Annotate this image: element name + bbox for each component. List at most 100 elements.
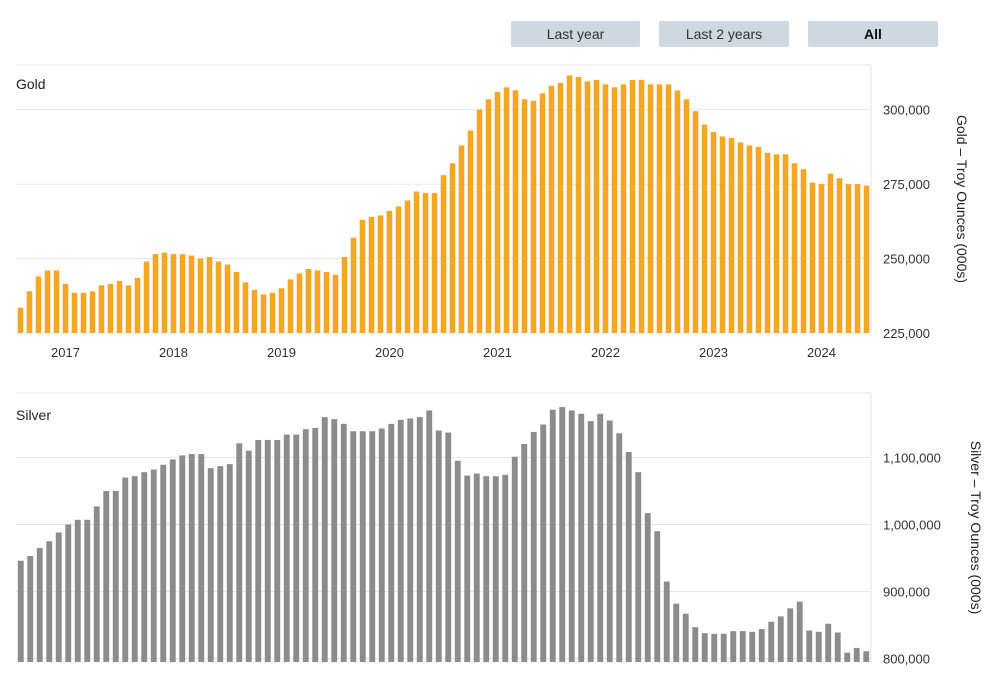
silver-bar[interactable] <box>84 519 91 662</box>
gold-bar[interactable] <box>350 237 357 333</box>
gold-bar[interactable] <box>332 274 339 333</box>
gold-bar[interactable] <box>566 75 573 334</box>
silver-bar[interactable] <box>378 428 385 662</box>
gold-bar[interactable] <box>737 142 744 333</box>
gold-bar[interactable] <box>71 292 78 333</box>
silver-bar[interactable] <box>549 409 556 662</box>
silver-bar[interactable] <box>730 631 737 662</box>
gold-bar[interactable] <box>260 294 267 333</box>
gold-bar[interactable] <box>503 87 510 333</box>
gold-bar[interactable] <box>251 289 258 333</box>
silver-bar[interactable] <box>283 434 290 662</box>
gold-bar[interactable] <box>377 215 384 333</box>
silver-bar[interactable] <box>312 427 319 662</box>
gold-bar[interactable] <box>179 254 186 333</box>
silver-bar[interactable] <box>540 424 547 662</box>
gold-bar[interactable] <box>44 270 51 333</box>
gold-bar[interactable] <box>854 184 861 333</box>
gold-bar[interactable] <box>323 271 330 333</box>
silver-bar[interactable] <box>825 623 832 662</box>
gold-bar[interactable] <box>26 291 33 333</box>
silver-bar[interactable] <box>36 547 43 662</box>
gold-bar[interactable] <box>449 163 456 333</box>
gold-bar[interactable] <box>539 93 546 333</box>
silver-bar[interactable] <box>682 613 689 662</box>
silver-bar[interactable] <box>768 621 775 662</box>
gold-bar[interactable] <box>530 100 537 333</box>
gold-bar[interactable] <box>413 191 420 333</box>
gold-bar[interactable] <box>809 182 816 333</box>
gold-bar[interactable] <box>674 90 681 333</box>
silver-bar[interactable] <box>521 443 528 662</box>
silver-bar[interactable] <box>407 418 414 662</box>
gold-bar[interactable] <box>107 283 114 333</box>
silver-bar[interactable] <box>274 439 281 662</box>
silver-bar[interactable] <box>445 432 452 662</box>
silver-bar[interactable] <box>635 472 642 662</box>
gold-bar[interactable] <box>494 91 501 333</box>
gold-bar[interactable] <box>800 169 807 333</box>
gold-bar[interactable] <box>305 268 312 333</box>
silver-bar[interactable] <box>236 443 243 662</box>
silver-bar[interactable] <box>844 652 851 662</box>
silver-bar[interactable] <box>435 430 442 662</box>
gold-bar[interactable] <box>17 307 24 333</box>
silver-bar[interactable] <box>255 439 262 662</box>
silver-bar[interactable] <box>749 631 756 662</box>
silver-bar[interactable] <box>340 423 347 662</box>
silver-bar[interactable] <box>217 466 224 662</box>
last-year-button[interactable]: Last year <box>511 21 640 47</box>
gold-bar[interactable] <box>593 79 600 333</box>
gold-bar[interactable] <box>557 82 564 334</box>
silver-bar[interactable] <box>55 532 62 662</box>
silver-bar[interactable] <box>654 531 661 662</box>
silver-bar[interactable] <box>122 477 129 662</box>
gold-bar[interactable] <box>161 252 168 333</box>
gold-bar[interactable] <box>242 282 249 333</box>
gold-bar[interactable] <box>845 184 852 333</box>
gold-bar[interactable] <box>62 283 69 333</box>
silver-bar[interactable] <box>473 473 480 663</box>
gold-bar[interactable] <box>863 185 870 333</box>
gold-bar[interactable] <box>341 257 348 333</box>
silver-bar[interactable] <box>17 560 24 662</box>
gold-bar[interactable] <box>89 291 96 333</box>
silver-bar[interactable] <box>578 413 585 662</box>
gold-bar[interactable] <box>629 79 636 333</box>
silver-bar[interactable] <box>739 631 746 662</box>
last-2-years-button[interactable]: Last 2 years <box>659 21 789 47</box>
gold-bar[interactable] <box>233 271 240 333</box>
gold-bar[interactable] <box>80 292 87 333</box>
gold-bar[interactable] <box>647 84 654 333</box>
silver-bar[interactable] <box>131 476 138 662</box>
silver-bar[interactable] <box>815 631 822 662</box>
silver-bar[interactable] <box>597 413 604 662</box>
gold-bar[interactable] <box>656 84 663 333</box>
silver-bar[interactable] <box>616 433 623 662</box>
silver-bar[interactable] <box>806 630 813 662</box>
silver-bar[interactable] <box>198 454 205 662</box>
silver-bar[interactable] <box>350 431 357 662</box>
silver-bar[interactable] <box>530 431 537 662</box>
silver-bar[interactable] <box>369 431 376 662</box>
gold-bar[interactable] <box>287 279 294 333</box>
silver-bar[interactable] <box>112 490 119 662</box>
gold-bar[interactable] <box>755 146 762 333</box>
silver-bar[interactable] <box>245 450 252 662</box>
silver-bar[interactable] <box>853 647 860 662</box>
silver-bar[interactable] <box>179 455 186 662</box>
silver-bar[interactable] <box>293 434 300 662</box>
gold-bar[interactable] <box>296 273 303 333</box>
silver-bar[interactable] <box>426 410 433 662</box>
gold-bar[interactable] <box>467 130 474 333</box>
gold-bar[interactable] <box>386 210 393 333</box>
silver-bar[interactable] <box>103 490 110 662</box>
silver-bar[interactable] <box>625 452 632 662</box>
silver-bar[interactable] <box>454 460 461 662</box>
gold-bar[interactable] <box>746 145 753 333</box>
silver-bar[interactable] <box>559 407 566 662</box>
gold-bar[interactable] <box>476 109 483 333</box>
silver-bar[interactable] <box>644 513 651 662</box>
gold-bar[interactable] <box>791 163 798 333</box>
silver-bar[interactable] <box>796 601 803 662</box>
